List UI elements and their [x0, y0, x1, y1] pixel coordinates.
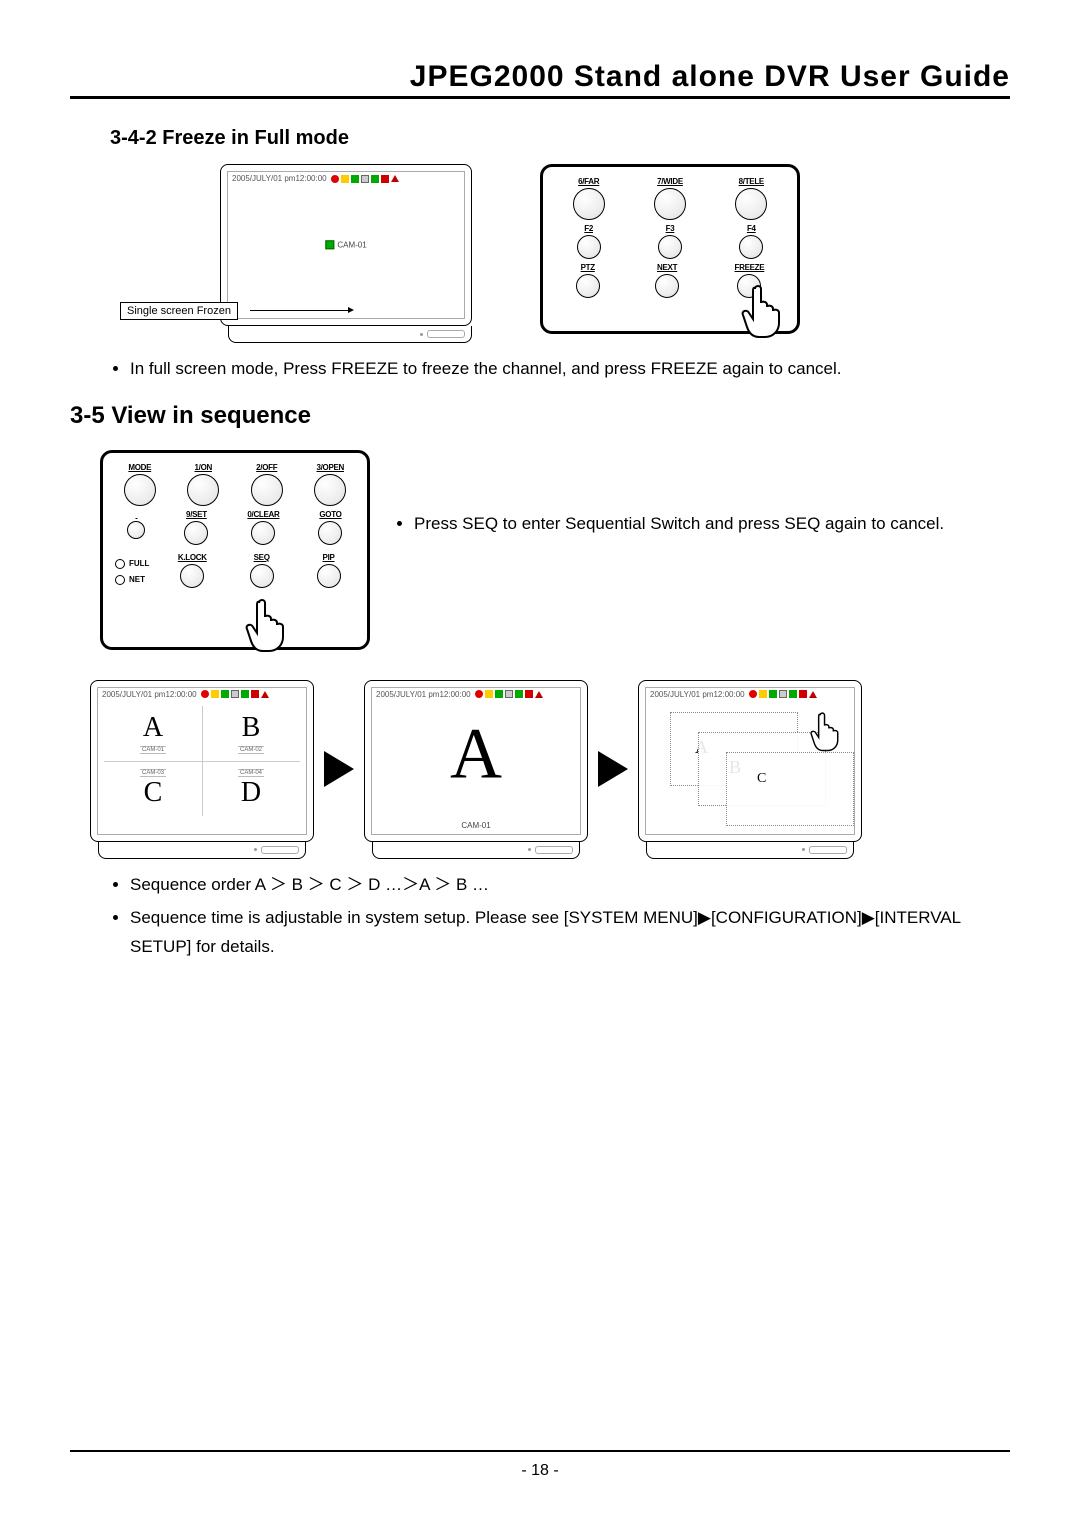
- sequence-monitors-row: 2005/JULY/01 pm12:00:00 ACAM-01 BCAM-02 …: [90, 680, 1010, 859]
- button-7wide[interactable]: [654, 188, 686, 220]
- button-ptz[interactable]: [576, 274, 600, 298]
- btn-label-2off: 2/OFF: [256, 463, 277, 472]
- monitor-freeze: 2005/JULY/01 pm12:00:00 CAM-01: [220, 164, 480, 343]
- btn-label-0clear: 0/CLEAR: [247, 510, 279, 519]
- btn-label-8tele: 8/TELE: [739, 177, 764, 186]
- arrow-icon: [324, 751, 354, 787]
- btn-label-f4: F4: [747, 224, 756, 233]
- cam-label-full: CAM-01: [461, 821, 490, 830]
- bullet-list-342: In full screen mode, Press FREEZE to fre…: [130, 355, 1010, 384]
- led-net: NET: [115, 575, 149, 585]
- btn-label-freeze: FREEZE: [735, 263, 765, 272]
- button-9set[interactable]: [184, 521, 208, 545]
- r-icon: [381, 175, 389, 183]
- btn-label-f2: F2: [584, 224, 593, 233]
- btn-label-1on: 1/ON: [195, 463, 212, 472]
- monitor-quad: 2005/JULY/01 pm12:00:00 ACAM-01 BCAM-02 …: [90, 680, 314, 859]
- alert-icon: [341, 175, 349, 183]
- status2-icon: [371, 175, 379, 183]
- figure-row-seq: MODE 1/ON 2/OFF 3/OPEN 9/SET 0/CLEAR GOT…: [80, 450, 1010, 650]
- button-8tele[interactable]: [735, 188, 767, 220]
- bullet-seq-time: Sequence time is adjustable in system se…: [130, 904, 1010, 962]
- status-icon: [351, 175, 359, 183]
- led-full: FULL: [115, 559, 149, 569]
- timestamp-bar: 2005/JULY/01 pm12:00:00: [232, 174, 460, 183]
- button-6far[interactable]: [573, 188, 605, 220]
- rec-icon: [331, 175, 339, 183]
- button-goto[interactable]: [318, 521, 342, 545]
- page-number: - 18 -: [0, 1462, 1080, 1480]
- cam-label: CAM-01: [325, 240, 366, 249]
- btn-label-3open: 3/OPEN: [316, 463, 344, 472]
- button-f2[interactable]: [577, 235, 601, 259]
- up-icon: [391, 175, 399, 182]
- page-header-title: JPEG2000 Stand alone DVR User Guide: [70, 60, 1010, 99]
- button-0clear[interactable]: [251, 521, 275, 545]
- button-next[interactable]: [655, 274, 679, 298]
- full-letter-a: A: [450, 712, 502, 795]
- btn-label-7wide: 7/WIDE: [657, 177, 683, 186]
- remote-panel-seq: MODE 1/ON 2/OFF 3/OPEN 9/SET 0/CLEAR GOT…: [100, 450, 370, 650]
- side-bullet-seq: Press SEQ to enter Sequential Switch and…: [414, 510, 1010, 543]
- bullet-list-35: Sequence order A ＞ B ＞ C ＞ D …＞A ＞ B … S…: [130, 871, 1010, 962]
- btn-label-next: NEXT: [657, 263, 677, 272]
- btn-label-goto: GOTO: [319, 510, 341, 519]
- monitor-pip: 2005/JULY/01 pm12:00:00 A B C: [638, 680, 862, 859]
- btn-label-pip: PIP: [323, 553, 335, 562]
- btn-label-9set: 9/SET: [186, 510, 207, 519]
- section-heading-35: 3-5 View in sequence: [70, 402, 1010, 430]
- button-seq[interactable]: [250, 564, 274, 588]
- callout-single-screen-frozen: Single screen Frozen: [120, 302, 238, 320]
- btn-label-f3: F3: [666, 224, 675, 233]
- hand-icon: [804, 708, 848, 752]
- figure-row-freeze: 2005/JULY/01 pm12:00:00 CAM-01: [160, 164, 1010, 343]
- btn-label-6far: 6/FAR: [578, 177, 599, 186]
- button-3open[interactable]: [314, 474, 346, 506]
- remote-panel-freeze: 6/FAR 7/WIDE 8/TELE F2 F3 F4 PTZ NEXT FR…: [540, 164, 800, 334]
- btn-label-seq: SEQ: [254, 553, 270, 562]
- btn-label-ptz: PTZ: [581, 263, 595, 272]
- arrow-icon: [598, 751, 628, 787]
- hand-icon: [733, 279, 793, 339]
- button-f3[interactable]: [658, 235, 682, 259]
- button-pip[interactable]: [317, 564, 341, 588]
- hand-icon: [237, 593, 297, 653]
- monitor-full-a: 2005/JULY/01 pm12:00:00 A CAM-01: [364, 680, 588, 859]
- bullet-342: In full screen mode, Press FREEZE to fre…: [130, 355, 1010, 384]
- button-blank1[interactable]: [127, 521, 145, 539]
- btn-label-mode: MODE: [128, 463, 151, 472]
- box-icon: [361, 175, 369, 183]
- button-mode[interactable]: [124, 474, 156, 506]
- bullet-seq-press: Press SEQ to enter Sequential Switch and…: [414, 510, 1010, 539]
- subsection-heading-342: 3-4-2 Freeze in Full mode: [110, 127, 1010, 150]
- btn-label-klock: K.LOCK: [178, 553, 207, 562]
- footer-rule: [70, 1450, 1010, 1452]
- button-1on[interactable]: [187, 474, 219, 506]
- button-2off[interactable]: [251, 474, 283, 506]
- button-f4[interactable]: [739, 235, 763, 259]
- button-klock[interactable]: [180, 564, 204, 588]
- bullet-seq-order: Sequence order A ＞ B ＞ C ＞ D …＞A ＞ B …: [130, 871, 1010, 900]
